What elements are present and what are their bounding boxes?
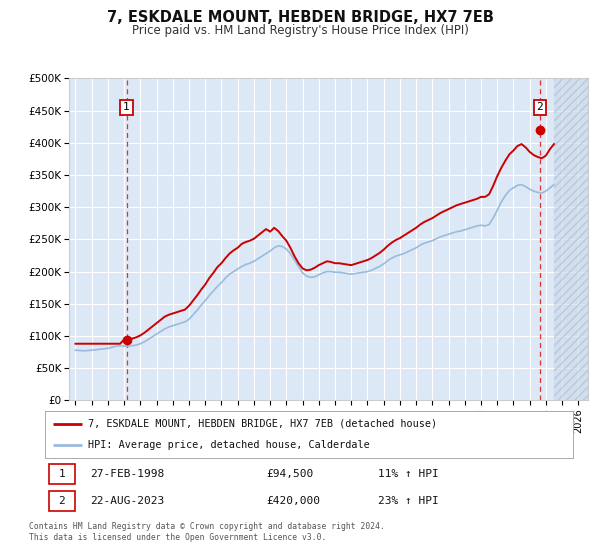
Text: Contains HM Land Registry data © Crown copyright and database right 2024.
This d: Contains HM Land Registry data © Crown c…	[29, 522, 385, 542]
Text: £420,000: £420,000	[267, 496, 321, 506]
Text: 1: 1	[59, 469, 65, 479]
Text: 27-FEB-1998: 27-FEB-1998	[90, 469, 164, 479]
FancyBboxPatch shape	[49, 464, 74, 484]
FancyBboxPatch shape	[49, 491, 74, 511]
Text: £94,500: £94,500	[267, 469, 314, 479]
Text: 7, ESKDALE MOUNT, HEBDEN BRIDGE, HX7 7EB (detached house): 7, ESKDALE MOUNT, HEBDEN BRIDGE, HX7 7EB…	[88, 418, 437, 428]
Text: 7, ESKDALE MOUNT, HEBDEN BRIDGE, HX7 7EB: 7, ESKDALE MOUNT, HEBDEN BRIDGE, HX7 7EB	[107, 10, 493, 25]
Text: 2: 2	[59, 496, 65, 506]
Text: Price paid vs. HM Land Registry's House Price Index (HPI): Price paid vs. HM Land Registry's House …	[131, 24, 469, 36]
Text: 11% ↑ HPI: 11% ↑ HPI	[377, 469, 439, 479]
Text: HPI: Average price, detached house, Calderdale: HPI: Average price, detached house, Cald…	[88, 440, 370, 450]
Text: 1: 1	[123, 102, 130, 113]
Text: 2: 2	[536, 102, 544, 113]
Text: 22-AUG-2023: 22-AUG-2023	[90, 496, 164, 506]
Bar	[554, 78, 588, 400]
Text: 23% ↑ HPI: 23% ↑ HPI	[377, 496, 439, 506]
